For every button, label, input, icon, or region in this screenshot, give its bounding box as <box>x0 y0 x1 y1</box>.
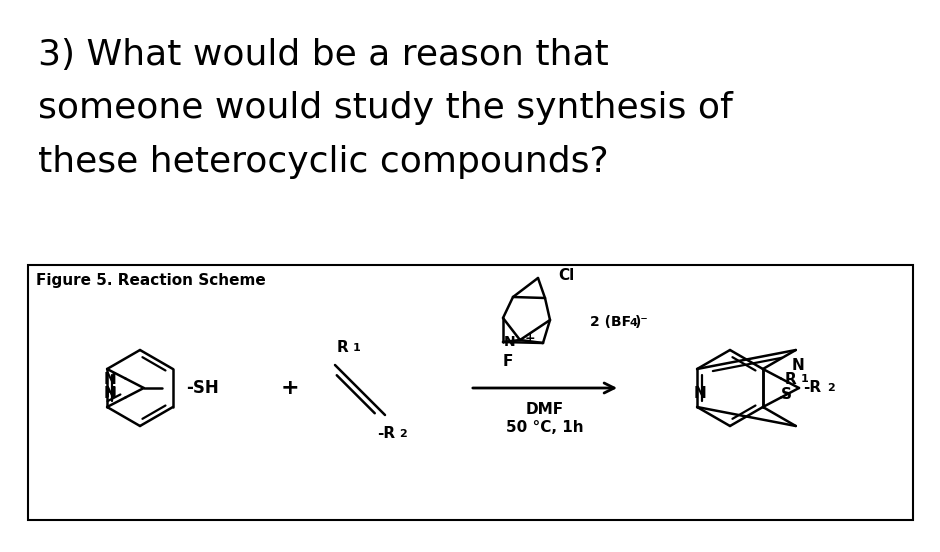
Text: 1: 1 <box>353 343 361 353</box>
Text: 2: 2 <box>399 429 407 439</box>
Text: H: H <box>104 386 116 400</box>
Text: -R: -R <box>803 380 822 395</box>
Text: F: F <box>503 354 513 369</box>
Text: N: N <box>103 371 117 386</box>
Text: 1: 1 <box>801 374 808 385</box>
Text: these heterocyclic compounds?: these heterocyclic compounds? <box>38 145 608 179</box>
Text: +: + <box>525 332 536 345</box>
Text: 2: 2 <box>827 383 835 393</box>
Text: N: N <box>791 358 805 374</box>
Text: DMF: DMF <box>526 402 564 417</box>
Text: 4: 4 <box>630 318 638 328</box>
Text: N: N <box>504 335 516 349</box>
Text: -SH: -SH <box>186 379 218 397</box>
Text: -R: -R <box>377 426 395 440</box>
Text: Figure 5. Reaction Scheme: Figure 5. Reaction Scheme <box>36 273 266 288</box>
Bar <box>28 265 913 520</box>
Text: +: + <box>281 378 299 398</box>
Text: S: S <box>780 387 791 402</box>
Text: 50 °C, 1h: 50 °C, 1h <box>506 421 584 436</box>
Text: R: R <box>785 372 797 387</box>
Text: )⁻: )⁻ <box>635 315 649 329</box>
Text: N: N <box>694 385 707 401</box>
Text: R: R <box>337 339 349 354</box>
Text: someone would study the synthesis of: someone would study the synthesis of <box>38 91 733 125</box>
Text: Cl: Cl <box>558 268 574 283</box>
Text: 3) What would be a reason that: 3) What would be a reason that <box>38 38 609 72</box>
Text: 2 (BF: 2 (BF <box>590 315 631 329</box>
Text: N: N <box>103 385 117 401</box>
